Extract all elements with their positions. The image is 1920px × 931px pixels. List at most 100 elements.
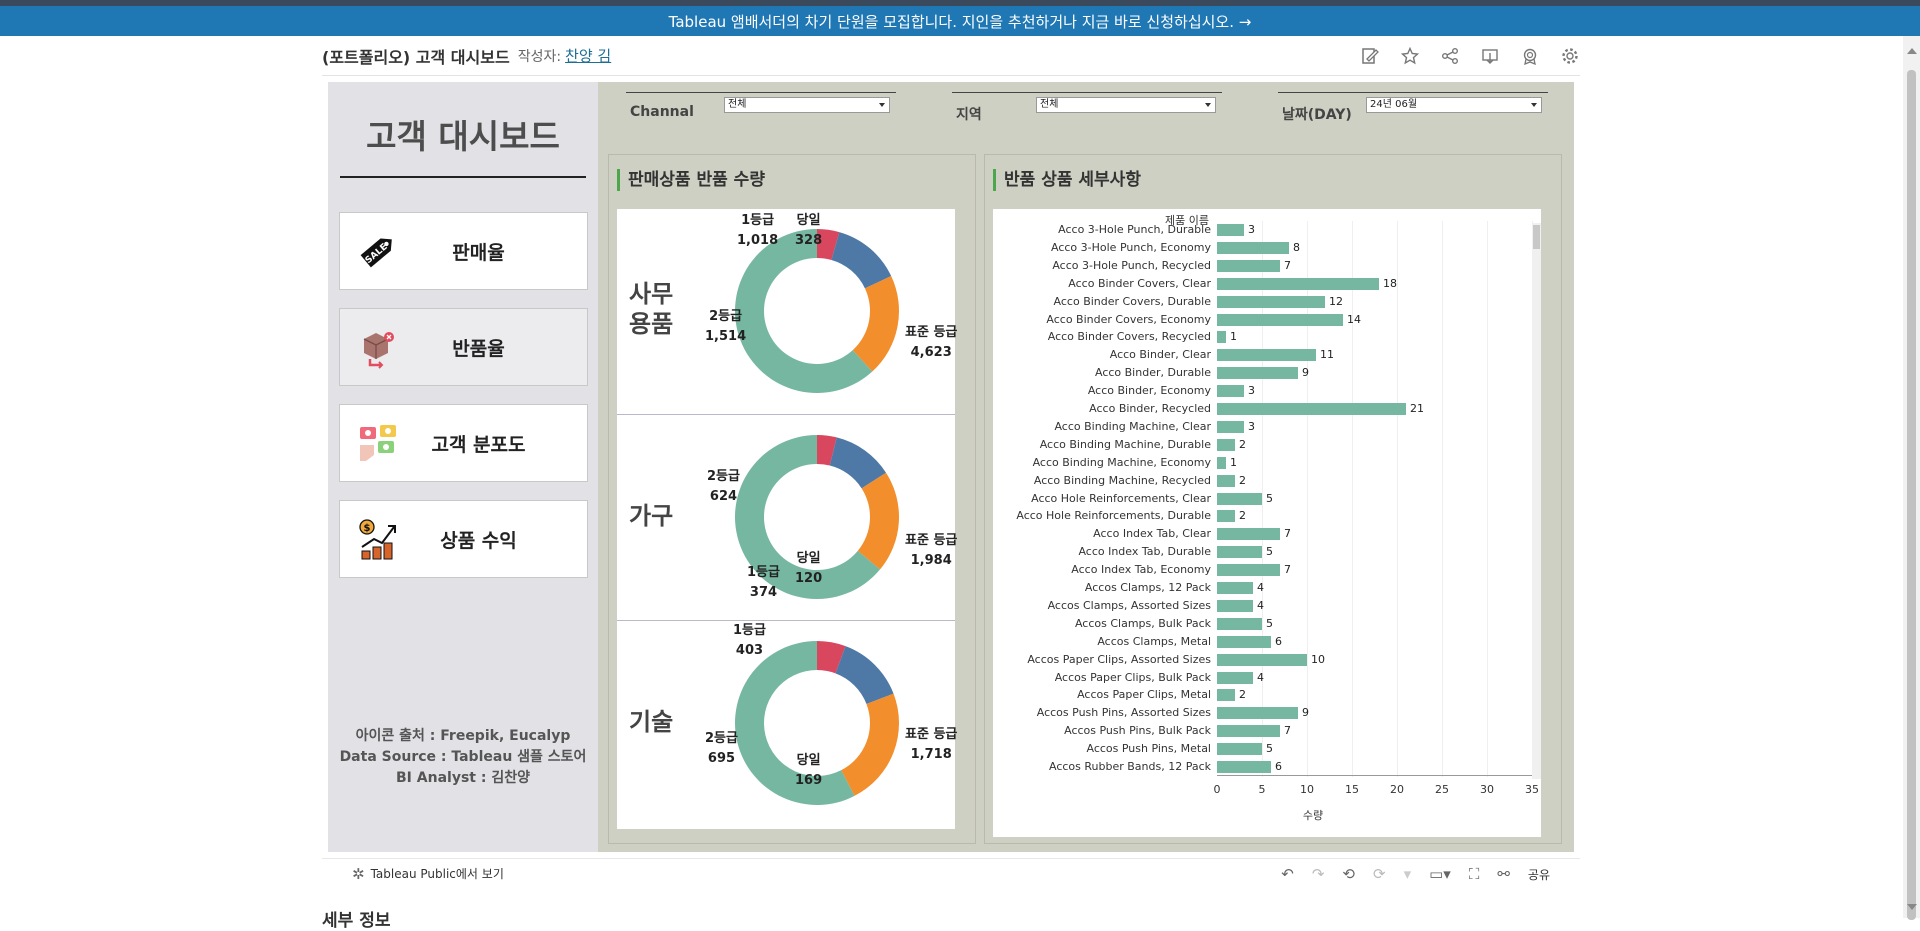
bar-row[interactable]: Acco 3-Hole Punch, Recycled 7 (993, 257, 1533, 275)
bar[interactable] (1217, 367, 1298, 380)
bar[interactable] (1217, 456, 1226, 469)
bar[interactable] (1217, 492, 1262, 505)
device-icon[interactable]: ▭▾ (1429, 865, 1451, 883)
donut-slice[interactable] (817, 435, 837, 466)
star-icon[interactable] (1400, 46, 1420, 66)
bar[interactable] (1217, 295, 1325, 308)
filter-date-select[interactable]: 24년 06월 (1366, 97, 1542, 113)
donut-slice[interactable] (829, 437, 887, 489)
redo-icon[interactable]: ↷ (1311, 865, 1325, 883)
scroll-thumb[interactable] (1907, 70, 1916, 920)
donut-slice[interactable] (841, 693, 899, 796)
bar[interactable] (1217, 635, 1271, 648)
bar[interactable] (1217, 564, 1280, 577)
donut-slice[interactable] (831, 232, 892, 289)
announcement-banner[interactable]: Tableau 앰배서더의 차기 단원을 모집합니다. 지인을 추천하거나 지금… (0, 6, 1920, 36)
bar-row[interactable]: Acco Binder, Economy 3 (993, 382, 1533, 400)
bar-row[interactable]: Acco Binder, Recycled 21 (993, 400, 1533, 418)
bar-row[interactable]: Accos Clamps, Assorted Sizes 4 (993, 597, 1533, 615)
bar-row[interactable]: Acco Binder Covers, Recycled 1 (993, 328, 1533, 346)
author-link[interactable]: 찬양 김 (565, 47, 612, 65)
bar-row[interactable]: Acco Index Tab, Durable 5 (993, 543, 1533, 561)
bar-row[interactable]: Accos Clamps, Bulk Pack 5 (993, 615, 1533, 633)
donut-slice[interactable] (835, 646, 894, 704)
donut-slice[interactable] (857, 472, 899, 570)
bar-scrollbar[interactable] (1532, 223, 1541, 779)
tableau-logo-icon[interactable]: ✲ (352, 864, 365, 883)
bar-row[interactable]: Acco Index Tab, Clear 7 (993, 525, 1533, 543)
bar[interactable] (1217, 761, 1271, 773)
share-button[interactable]: 공유 (1527, 867, 1550, 882)
donut-slice[interactable] (852, 276, 899, 372)
undo-icon[interactable]: ↶ (1281, 865, 1294, 883)
bar[interactable] (1217, 259, 1280, 272)
bar[interactable] (1217, 224, 1244, 236)
bar-row[interactable]: Acco Index Tab, Economy 7 (993, 561, 1533, 579)
edit-icon[interactable] (1360, 46, 1380, 66)
bar-row[interactable]: Acco Binder, Clear 11 (993, 346, 1533, 364)
refresh-icon[interactable]: ⟳ (1373, 865, 1386, 883)
bar[interactable] (1217, 385, 1244, 398)
bar-row[interactable]: Acco Hole Reinforcements, Clear 5 (993, 490, 1533, 508)
bar[interactable] (1217, 653, 1307, 666)
bar[interactable] (1217, 474, 1235, 487)
bar-list[interactable]: Acco 3-Hole Punch, Durable 3 Acco 3-Hole P… (993, 221, 1533, 777)
bar-row[interactable]: Acco Binder Covers, Durable 12 (993, 293, 1533, 311)
bar-row[interactable]: Accos Clamps, Metal 6 (993, 633, 1533, 651)
bar[interactable] (1217, 420, 1244, 433)
donut-slice[interactable] (817, 641, 846, 674)
bar[interactable] (1217, 689, 1235, 702)
bar-row[interactable]: Acco Binding Machine, Durable 2 (993, 436, 1533, 454)
share-icon[interactable] (1440, 46, 1460, 66)
badge-icon[interactable] (1520, 46, 1540, 66)
bar-row[interactable]: Accos Push Pins, Assorted Sizes 9 (993, 704, 1533, 722)
filter-region-select[interactable]: 전체 (1036, 97, 1216, 113)
nav-customer-distribution-button[interactable]: 고객 분포도 (339, 404, 588, 482)
bar[interactable] (1217, 349, 1316, 362)
gear-icon[interactable] (1560, 46, 1580, 66)
bar-row[interactable]: Acco Binding Machine, Economy 1 (993, 454, 1533, 472)
bar-row[interactable]: Acco Binder, Durable 9 (993, 364, 1533, 382)
bar[interactable] (1217, 582, 1253, 594)
bar[interactable] (1217, 599, 1253, 612)
bar-row[interactable]: Accos Paper Clips, Bulk Pack 4 (993, 669, 1533, 687)
bar-row[interactable]: Accos Paper Clips, Metal 2 (993, 686, 1533, 704)
banner-text[interactable]: Tableau 앰배서더의 차기 단원을 모집합니다. 지인을 추천하거나 지금… (668, 12, 1252, 31)
bar[interactable] (1217, 546, 1262, 559)
scroll-up-icon[interactable] (1907, 48, 1917, 54)
donut-slice[interactable] (817, 229, 840, 260)
pause-icon[interactable]: ▾ (1403, 865, 1412, 883)
donut-slice[interactable] (734, 435, 881, 599)
donut-slice[interactable] (734, 641, 855, 805)
bar[interactable] (1217, 403, 1406, 415)
bar-scroll-thumb[interactable] (1533, 225, 1540, 249)
donut-slice[interactable] (735, 229, 873, 393)
bar-row[interactable]: Accos Rubber Bands, 12 Pack 6 (993, 758, 1533, 776)
bar-row[interactable]: Accos Push Pins, Metal 5 (993, 740, 1533, 758)
bar-row[interactable]: Acco Binding Machine, Clear 3 (993, 418, 1533, 436)
nav-product-revenue-button[interactable]: $ 상품 수익 (339, 500, 588, 578)
page-scrollbar[interactable] (1903, 36, 1920, 920)
bar[interactable] (1217, 743, 1262, 756)
bar-row[interactable]: Acco 3-Hole Punch, Durable 3 (993, 221, 1533, 239)
share-icon[interactable]: ⚯ (1497, 865, 1510, 883)
bar[interactable] (1217, 671, 1253, 684)
revert-icon[interactable]: ⟲ (1342, 865, 1355, 883)
bar[interactable] (1217, 438, 1235, 451)
bar[interactable] (1217, 528, 1280, 541)
bar-row[interactable]: Accos Push Pins, Bulk Pack 7 (993, 722, 1533, 740)
bar-row[interactable]: Accos Clamps, 12 Pack 4 (993, 579, 1533, 597)
bar-row[interactable]: Acco Binder Covers, Economy 14 (993, 311, 1533, 329)
bar-row[interactable]: Acco Hole Reinforcements, Durable 2 (993, 507, 1533, 525)
bar[interactable] (1217, 617, 1262, 630)
bar[interactable] (1217, 313, 1343, 326)
view-on-tableau-public-link[interactable]: Tableau Public에서 보기 (370, 867, 504, 881)
download-icon[interactable] (1480, 46, 1500, 66)
bar[interactable] (1217, 510, 1235, 523)
scroll-down-icon[interactable] (1907, 904, 1917, 910)
bar[interactable] (1217, 331, 1226, 344)
fullscreen-icon[interactable]: ⛶ (1468, 865, 1480, 883)
bar[interactable] (1217, 277, 1379, 290)
filter-channel-select[interactable]: 전체 (724, 97, 890, 113)
bar[interactable] (1217, 241, 1289, 254)
